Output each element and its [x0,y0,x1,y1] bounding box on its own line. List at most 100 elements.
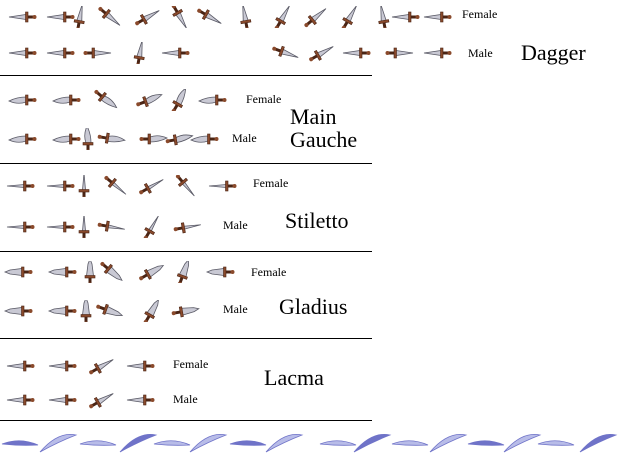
gladius-male-sprite-2 [47,305,77,317]
gladius-female-sprite-1 [3,266,33,278]
gladius-female-sprite-2 [47,266,77,278]
lacma-male-sprite-3 [89,393,114,409]
main-gauche-male-sprite-2 [52,133,81,145]
dagger-male-sprite-7 [309,46,334,62]
gladius-male-sprite-3 [80,300,92,322]
slash-effect-15 [537,440,575,446]
dagger-female-sprite-1 [8,11,37,23]
dagger-male-sprite-1 [8,47,37,59]
stiletto-female-sprite-3 [78,175,90,197]
main-gauche-male-sprite-6 [165,134,194,146]
lacma-male-sprite-1 [6,394,35,406]
lacma-female-sprite-1 [6,360,35,372]
section-divider-5 [0,420,372,421]
stiletto-title: Stiletto [285,208,349,233]
dagger-female-sprite-4 [98,6,121,26]
gladius-male-sprite-6 [171,306,200,318]
slash-effect-2 [39,433,78,453]
lacma-title: Lacma [264,365,324,390]
main-gauche-male-sprite-1 [8,133,37,145]
dagger-male-label: Male [468,46,493,60]
dagger-title: Dagger [521,40,586,65]
section-divider-4 [0,338,372,339]
dagger-male-sprite-8 [342,47,371,59]
lacma-male-sprite-2 [48,394,77,406]
gladius-title: Gladius [279,294,348,319]
slash-effect-10 [353,433,392,453]
dagger-female-sprite-3 [73,6,85,28]
slash-effect-13 [467,440,505,446]
dagger-female-sprite-14 [423,11,452,23]
dagger-female-sprite-9 [274,6,290,28]
lacma-female-label: Female [173,357,209,371]
gladius-female-sprite-7 [205,266,235,278]
dagger-male-sprite-4 [133,42,145,64]
main-gauche-female-sprite-4 [136,94,163,108]
dagger-male-sprite-6 [272,45,299,58]
slash-effect-12 [429,433,468,453]
main-gauche-male-sprite-3 [82,128,94,150]
main-gauche-title-line1: Main [290,104,337,129]
dagger-male-sprite-9 [385,47,414,59]
main-gauche-male-sprite-5 [139,133,168,145]
stiletto-male-sprite-4 [97,220,125,232]
gladius-male-label: Male [223,302,248,316]
dagger-male-sprite-2 [46,47,75,59]
dagger-male-sprite-5 [161,47,190,59]
stiletto-female-sprite-7 [208,180,237,192]
slash-effect-4 [119,433,158,453]
slash-effect-14 [503,433,542,453]
main-gauche-male-label: Male [232,131,257,145]
slash-effect-6 [189,433,228,453]
lacma-female-sprite-3 [89,359,114,375]
dagger-female-sprite-12 [378,6,390,28]
slash-effect-3 [79,440,117,446]
main-gauche-female-sprite-2 [52,94,81,106]
stiletto-female-sprite-6 [175,175,195,197]
gladius-female-label: Female [251,265,287,279]
dagger-female-sprite-11 [341,6,357,28]
slash-effect-8 [265,433,304,453]
dagger-female-sprite-8 [240,6,252,28]
gladius-male-sprite-1 [3,305,33,317]
stiletto-male-sprite-6 [173,222,201,234]
stiletto-female-sprite-1 [6,180,35,192]
main-gauche-female-sprite-3 [94,89,118,109]
stiletto-male-sprite-2 [46,221,75,233]
gladius-female-sprite-6 [176,261,190,283]
gladius-male-sprite-4 [96,303,124,317]
section-divider-1 [0,75,372,76]
stiletto-male-sprite-1 [6,221,35,233]
main-gauche-female-label: Female [246,92,282,106]
dagger-female-sprite-7 [197,8,222,24]
main-gauche-male-sprite-4 [97,132,126,144]
slash-effect-row [1,433,618,453]
main-gauche-title-line2: Gauche [290,127,358,152]
dagger-female-sprite-13 [391,11,420,23]
slash-effect-11 [391,440,429,446]
main-gauche-female-sprite-1 [8,94,37,106]
lacma-male-label: Male [173,392,198,406]
stiletto-female-sprite-2 [46,180,75,192]
gladius-male-sprite-5 [143,300,160,322]
slash-effect-7 [229,440,267,446]
slash-effect-16 [579,433,618,453]
slash-effect-9 [319,440,357,446]
section-divider-3 [0,251,372,252]
gladius-female-sprite-3 [84,261,96,283]
stiletto-male-sprite-3 [78,216,90,238]
lacma-female-sprite-4 [126,360,155,372]
dagger-male-sprite-3 [83,47,112,59]
slash-effect-5 [153,440,191,446]
stiletto-female-label: Female [253,176,289,190]
dagger-female-sprite-6 [171,6,187,28]
main-gauche-female-sprite-5 [171,89,187,111]
slash-effect-1 [1,440,39,446]
dagger-female-label: Female [462,7,498,21]
main-gauche-male-sprite-7 [190,133,219,145]
lacma-male-sprite-4 [126,394,155,406]
gladius-female-sprite-4 [100,261,123,282]
stiletto-female-sprite-4 [104,175,127,195]
stiletto-female-sprite-5 [139,179,164,195]
dagger-female-sprite-10 [304,8,327,28]
